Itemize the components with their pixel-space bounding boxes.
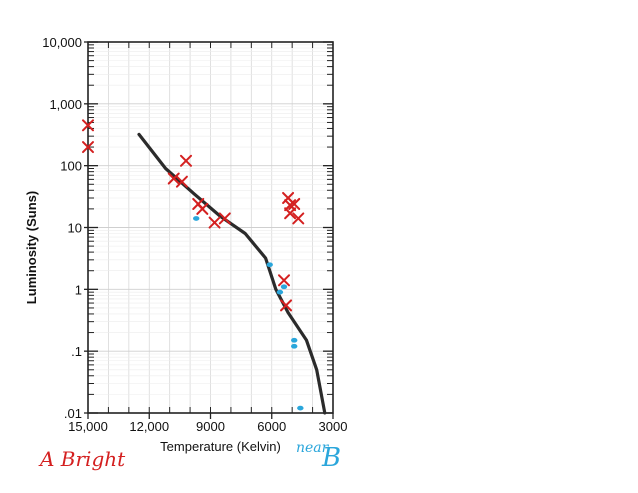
star-marker-x	[280, 299, 293, 312]
x-tick-label: 3000	[319, 419, 348, 434]
y-tick-label: 10,000	[42, 35, 82, 50]
x-ticks: 15,000 12,000 9000 6000 3000	[68, 42, 347, 434]
y-ticks: 10,000 1,000 100 10 1 .1 .01	[42, 35, 333, 421]
star-marker-x	[278, 274, 290, 287]
x-tick-label: 9000	[196, 419, 225, 434]
star-marker-x-stroke	[175, 175, 188, 188]
star-marker-x	[180, 154, 192, 167]
star-marker-dot	[276, 289, 284, 295]
star-marker-x-stroke	[167, 172, 180, 185]
star-marker-x-stroke	[292, 212, 305, 225]
y-tick-label: .01	[64, 406, 82, 421]
star-marker-x-stroke	[284, 207, 297, 220]
star-marker-x-stroke	[284, 199, 297, 212]
star-marker-dot	[297, 405, 304, 411]
y-tick-label: 1	[75, 282, 82, 297]
x-axis-label: Temperature (Kelvin)	[160, 439, 281, 454]
annotation-b: B	[321, 443, 341, 473]
star-marker-x	[82, 119, 94, 132]
star-marker-x	[218, 212, 231, 225]
star-marker-dot	[266, 262, 273, 268]
y-axis-label: Luminosity (Suns)	[24, 191, 39, 304]
annotation-a-bright: A Bright	[38, 447, 126, 471]
star-marker-x-stroke	[278, 274, 290, 287]
star-marker-dot	[291, 343, 298, 349]
y-tick-label: 1,000	[49, 97, 82, 112]
x-tick-label: 6000	[257, 419, 286, 434]
grid	[88, 41, 333, 414]
star-marker-x-stroke	[208, 216, 221, 229]
y-tick-label: 10	[68, 221, 82, 236]
x-tick-label: 15,000	[68, 419, 108, 434]
star-marker-x	[284, 199, 297, 212]
star-marker-dot	[193, 216, 200, 221]
star-marker-x	[288, 197, 301, 210]
series-layer	[82, 119, 327, 415]
star-marker-x	[208, 216, 221, 229]
x-tick-label: 12,000	[129, 419, 169, 434]
y-tick-label: .1	[71, 344, 82, 359]
star-marker-x-stroke	[282, 191, 295, 204]
star-marker-x-stroke	[196, 202, 209, 215]
star-marker-x-stroke	[218, 212, 231, 225]
star-marker-x	[292, 212, 305, 225]
star-marker-dot	[291, 337, 298, 343]
star-marker-x	[175, 175, 188, 188]
main-sequence-line	[137, 132, 327, 415]
star-marker-x	[196, 202, 209, 215]
y-tick-label: 100	[60, 159, 82, 174]
star-marker-x	[284, 207, 297, 220]
star-marker-x-stroke	[82, 141, 94, 154]
star-marker-x-stroke	[288, 197, 301, 210]
star-marker-x	[82, 141, 94, 154]
star-marker-dot	[280, 284, 288, 290]
star-marker-x	[167, 172, 180, 185]
star-marker-x-stroke	[82, 119, 94, 132]
star-marker-x-stroke	[280, 299, 293, 312]
star-marker-x-stroke	[180, 154, 192, 167]
annotation-near: near	[296, 440, 330, 456]
